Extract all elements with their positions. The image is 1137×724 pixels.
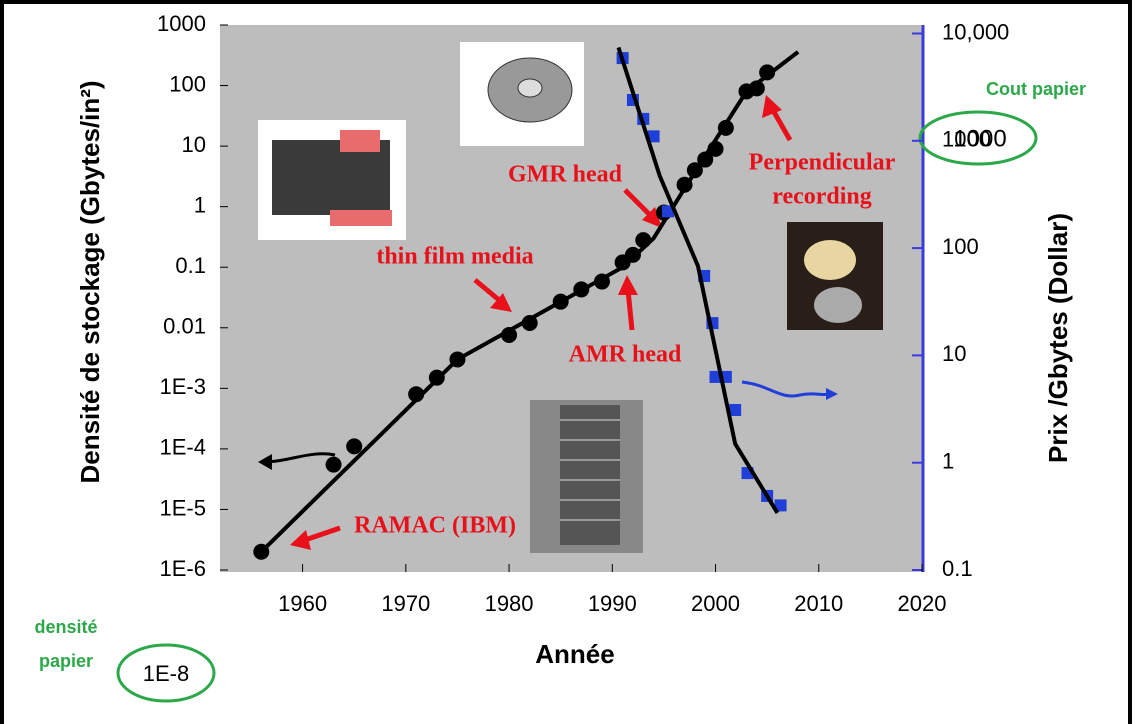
x-tick-label: 2010 xyxy=(794,591,843,616)
density-point xyxy=(326,457,342,473)
x-axis-title: Année xyxy=(535,639,614,669)
density-value: 1E-8 xyxy=(143,661,189,686)
y-axis-title: Densité de stockage (Gbytes/in²) xyxy=(75,80,105,483)
y2-axis-title: Prix /Gbytes (Dollar) xyxy=(1043,213,1073,463)
annotation: thin film media xyxy=(376,244,533,270)
chart: Année Densité de stockage (Gbytes/in²) P… xyxy=(0,0,1137,724)
x-tick-label: 1990 xyxy=(588,591,637,616)
y-tick-label: 10 xyxy=(182,132,206,157)
image-chick xyxy=(787,222,883,330)
annotation: AMR head xyxy=(569,342,682,368)
image-hard-disk xyxy=(460,42,584,146)
annotation: GMR head xyxy=(508,162,623,188)
y-tick-label: 100 xyxy=(169,71,206,96)
y-tick-label: 0.01 xyxy=(163,314,206,339)
image-tape-drive xyxy=(258,120,406,240)
y-tick-label: 1E-3 xyxy=(160,374,206,399)
x-tick-label: 2000 xyxy=(691,591,740,616)
y2-tick-label: 100 xyxy=(942,234,979,259)
y2-tick-label: 10 xyxy=(942,341,966,366)
y-tick-label: 1E-4 xyxy=(160,435,206,460)
cost-label: Cout papier xyxy=(986,79,1086,99)
x-tick-label: 1980 xyxy=(485,591,534,616)
y2-tick-label: 1 xyxy=(942,449,954,474)
y-tick-label: 1000 xyxy=(157,11,206,36)
y-tick-label: 1E-6 xyxy=(160,556,206,581)
y-tick-label: 1E-5 xyxy=(160,495,206,520)
x-tick-label: 1960 xyxy=(278,591,327,616)
y2-tick-label: 10,000 xyxy=(942,19,1009,44)
density-point xyxy=(346,438,362,454)
annotation: recording xyxy=(772,184,872,210)
density-label-1: densité xyxy=(34,617,97,637)
x-tick-label: 1970 xyxy=(381,591,430,616)
x-tick-label: 2020 xyxy=(898,591,947,616)
image-disk-stack xyxy=(530,400,643,553)
y-tick-label: 1 xyxy=(194,192,206,217)
annotation: RAMAC (IBM) xyxy=(354,513,516,539)
annotation: Perpendicular xyxy=(749,150,896,176)
y2-tick-label: 1000 xyxy=(942,127,991,152)
y2-tick-label: 0.1 xyxy=(942,556,973,581)
density-label-2: papier xyxy=(39,651,93,671)
screenshot: Année Densité de stockage (Gbytes/in²) P… xyxy=(0,0,1137,724)
y-tick-label: 0.1 xyxy=(175,253,206,278)
